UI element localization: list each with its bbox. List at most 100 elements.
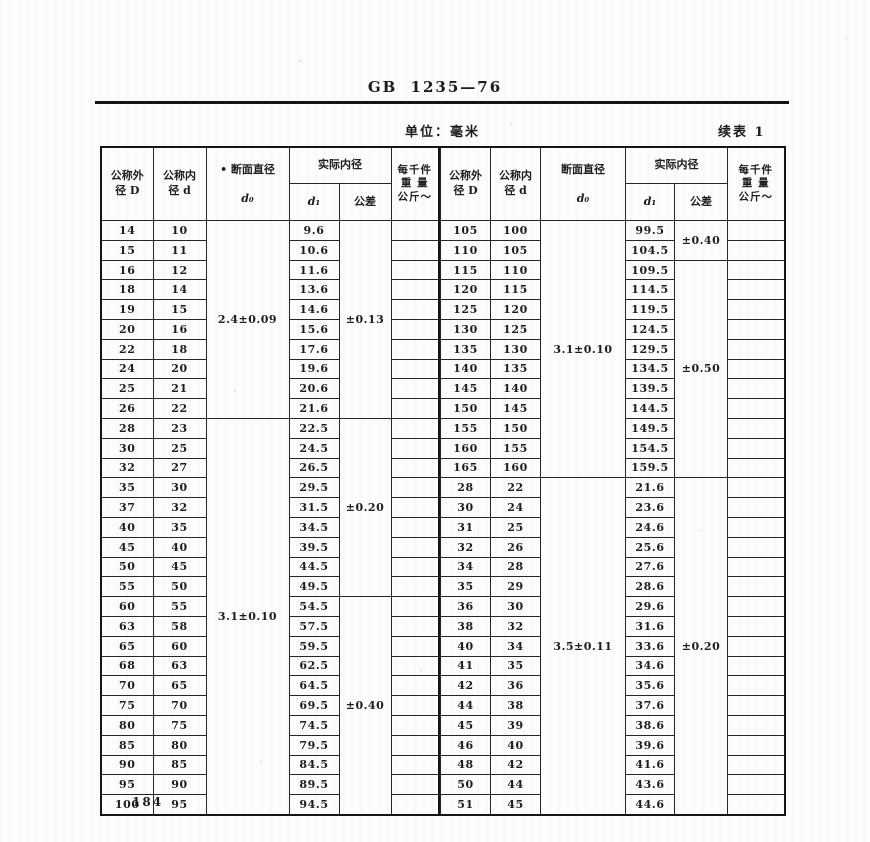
cell-weight-empty [390,417,440,439]
cell-inner-diameter: 150 [490,417,541,439]
cell-actual-d1: 159.5 [625,457,675,479]
table-left-header: 公称外 径 D 公称内 径 d • 断面直径 d₀ 实际内径 每千件 重 量 公… [100,146,440,222]
cell-weight-empty [390,497,440,518]
cell-actual-d1: 31.5 [288,497,340,518]
table-row: 26 22 21.6 [100,398,440,419]
cell-actual-d1: 89.5 [288,774,340,796]
cell-inner-diameter: 16 [152,319,207,340]
header-inner-diameter: 公称内 径 d [490,146,541,222]
cell-outer-diameter: 40 [440,635,491,657]
cell-outer-diameter: 120 [440,279,491,301]
cell-weight-empty [727,794,785,816]
cell-inner-diameter: 29 [490,576,541,598]
cell-inner-diameter: 25 [152,437,207,459]
table-row: 105 100 3.1±0.10 99.5 ±0.40 [440,220,785,479]
header-inner-diameter: 公称内 径 d [152,146,207,222]
table-row: 44 38 37.6 [440,695,785,716]
cell-actual-d1: 29.5 [288,477,340,499]
cell-weight-empty [727,714,785,736]
cell-weight-empty [727,338,785,360]
cell-outer-diameter: 37 [100,497,154,518]
cell-outer-diameter: 16 [100,259,154,281]
cell-outer-diameter: 70 [100,675,154,697]
cell-outer-diameter: 50 [100,556,154,578]
cell-outer-diameter: 110 [440,239,491,261]
cell-weight-empty [390,754,440,776]
cell-inner-diameter: 120 [490,299,541,320]
table-row: 55 50 49.5 [100,576,440,598]
section-diameter-symbol: d₀ [576,191,590,205]
cell-outer-diameter: 35 [100,477,154,499]
table-row: 80 75 74.5 [100,714,440,736]
cell-tolerance-group: ±0.40 [338,596,392,816]
cell-tolerance-group: ±0.50 [674,259,728,479]
cell-inner-diameter: 15 [152,299,207,320]
cell-tolerance-group: ±0.20 [674,477,728,816]
cell-actual-d1: 37.6 [625,695,675,716]
table-row: 150 145 144.5 [440,398,785,419]
cell-outer-diameter: 19 [100,299,154,320]
table-row: 145 140 139.5 [440,378,785,400]
cell-actual-d1: 39.6 [625,734,675,756]
table-right-half: 公称外 径 D 公称内 径 d 断面直径 d₀ 实际内径 每千件 重 量 公斤～… [440,146,786,816]
cell-weight-empty [390,675,440,697]
cell-outer-diameter: 36 [440,596,491,617]
table-row: 36 30 29.6 [440,596,785,617]
cell-inner-diameter: 45 [152,556,207,578]
cell-inner-diameter: 23 [152,417,207,439]
cell-actual-d1: 19.6 [288,358,340,380]
cell-inner-diameter: 63 [152,655,207,677]
right-table-body: 105 100 3.1±0.10 99.5 ±0.40 110 105 104.5 115 1… [440,220,785,816]
cell-outer-diameter: 55 [100,576,154,598]
cell-inner-diameter: 27 [152,457,207,479]
cell-inner-diameter: 42 [490,754,541,776]
cell-weight-empty [727,596,785,617]
cell-weight-empty [727,358,785,380]
cell-actual-d1: 94.5 [288,794,340,816]
cell-outer-diameter: 140 [440,358,491,380]
cell-actual-d1: 25.6 [625,536,675,558]
cell-actual-d1: 44.5 [288,556,340,578]
cell-actual-d1: 59.5 [288,635,340,657]
cell-actual-d1: 24.6 [625,516,675,538]
cell-section-diameter-group: 3.5±0.11 [540,477,626,816]
cell-inner-diameter: 36 [490,675,541,697]
cell-weight-empty [727,220,785,241]
table-row: 18 14 13.6 [100,279,440,301]
cell-outer-diameter: 105 [440,220,491,241]
cell-outer-diameter: 35 [440,576,491,598]
cell-outer-diameter: 28 [100,417,154,439]
header-d1-symbol: d₁ [288,182,340,222]
header-outer-diameter: 公称外 径 D [440,146,491,222]
cell-weight-empty [390,536,440,558]
cell-weight-empty [390,714,440,736]
table-row: 30 25 24.5 [100,437,440,459]
cell-outer-diameter: 65 [100,635,154,657]
cell-inner-diameter: 105 [490,239,541,261]
cell-inner-diameter: 26 [490,536,541,558]
cell-actual-d1: 9.6 [288,220,340,241]
cell-weight-empty [727,734,785,756]
cell-weight-empty [390,596,440,617]
cell-actual-d1: 17.6 [288,338,340,360]
cell-inner-diameter: 21 [152,378,207,400]
cell-inner-diameter: 11 [152,239,207,261]
cell-weight-empty [727,576,785,598]
cell-outer-diameter: 50 [440,774,491,796]
cell-actual-d1: 79.5 [288,734,340,756]
cell-weight-empty [390,774,440,796]
cell-weight-empty [727,754,785,776]
cell-actual-d1: 34.6 [625,655,675,677]
cell-outer-diameter: 30 [440,497,491,518]
cell-inner-diameter: 45 [490,794,541,816]
cell-tolerance-group: ±0.40 [674,220,728,261]
cell-inner-diameter: 115 [490,279,541,301]
cell-weight-empty [390,695,440,716]
cell-inner-diameter: 58 [152,615,207,637]
cell-outer-diameter: 63 [100,615,154,637]
cell-inner-diameter: 40 [152,536,207,558]
cell-weight-empty [727,497,785,518]
cell-actual-d1: 14.6 [288,299,340,320]
cell-weight-empty [390,220,440,241]
table-row: 51 45 44.6 [440,794,785,816]
